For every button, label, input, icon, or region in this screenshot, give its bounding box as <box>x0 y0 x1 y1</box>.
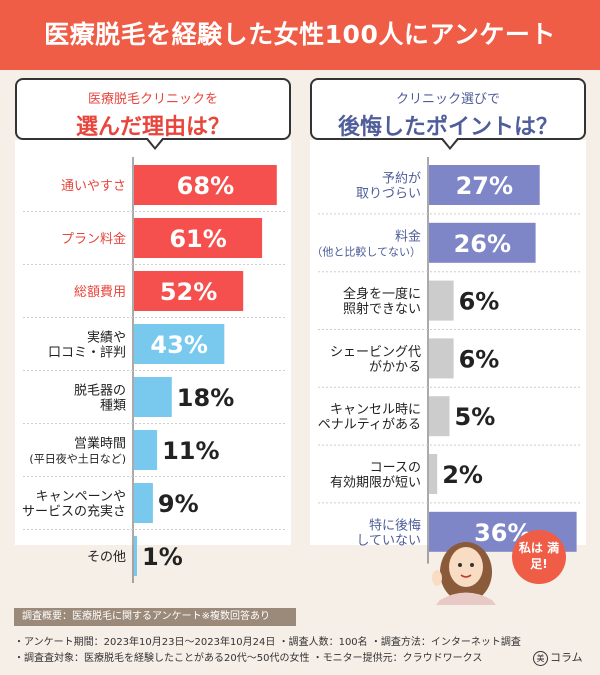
category-label: 通いやすさ <box>61 179 126 194</box>
eye-right <box>470 563 474 567</box>
category-label: 有効期限が短い <box>330 476 421 491</box>
data-label: 11% <box>162 437 219 465</box>
category-label: （他と比較してない） <box>311 244 421 258</box>
data-label: 2% <box>442 461 483 489</box>
category-label: シェービング代 <box>330 345 421 360</box>
page-title: 医療脱毛を経験した女性100人にアンケート <box>44 20 556 49</box>
category-label: 実績や <box>87 330 126 346</box>
left-heading-line2: 選んだ理由は？ <box>75 115 230 140</box>
left-heading-line1: 医療脱毛クリニックを <box>87 92 218 107</box>
survey-summary-box: 調査概要：医療脱毛に関するアンケート※複数回答あり <box>14 608 296 626</box>
bar <box>429 338 454 379</box>
category-label: がかかる <box>369 360 421 375</box>
bar <box>134 324 225 364</box>
category-label: (平日夜や土日など) <box>29 452 126 466</box>
header-banner: 医療脱毛を経験した女性100人にアンケート <box>0 0 600 70</box>
data-label: 26% <box>454 230 511 258</box>
data-label: 27% <box>456 172 513 200</box>
category-label: コースの <box>370 461 421 476</box>
speech-text: 私は 満足! <box>518 541 560 571</box>
category-label: 種類 <box>100 398 126 414</box>
bar <box>429 280 454 321</box>
category-label: 総額費用 <box>74 285 126 300</box>
category-label: その他 <box>87 550 126 565</box>
survey-period-note: ・アンケート期間：2023年10月23日〜2023年10月24日 ・調査人数：1… <box>14 637 521 648</box>
bar <box>429 454 438 494</box>
eye-left <box>458 563 462 567</box>
data-label: 5% <box>455 403 496 431</box>
category-label: 全身を一度に <box>343 286 421 302</box>
category-label: 照射できない <box>343 301 421 317</box>
category-label: 営業時間 <box>74 436 126 452</box>
bar <box>429 165 540 205</box>
data-label: 6% <box>459 345 500 373</box>
category-label: サービスの充実さ <box>22 504 126 520</box>
brand-logo: 美コラム <box>533 649 583 666</box>
category-label: 脱毛器の <box>74 384 126 399</box>
category-label: ペナルティがある <box>318 418 421 433</box>
data-label: 9% <box>158 490 199 518</box>
data-label: 61% <box>169 225 226 253</box>
face-shape <box>449 547 483 587</box>
category-label: していない <box>356 533 421 548</box>
survey-target-note: ・調査査対象：医療脱毛を経験したことがある20代〜50代の女性 ・モニター提供元… <box>14 653 483 664</box>
bar <box>134 430 158 470</box>
category-label: 口コミ・評判 <box>48 346 126 361</box>
bar <box>134 483 153 523</box>
category-label: 特に後悔 <box>369 518 421 533</box>
bar <box>134 536 137 576</box>
data-label: 68% <box>177 172 234 200</box>
bar <box>429 222 536 263</box>
bar <box>429 396 450 437</box>
bar <box>134 377 172 417</box>
category-label: プラン料金 <box>61 231 126 247</box>
hand-shape <box>432 570 442 586</box>
data-label: 1% <box>142 543 183 571</box>
mouth-shape <box>460 574 472 578</box>
category-label: 予約が <box>382 172 421 187</box>
bar <box>134 271 244 311</box>
data-label: 6% <box>459 288 500 316</box>
data-label: 18% <box>177 384 234 412</box>
right-heading-bubble: クリニック選びで 後悔したポイントは？ <box>310 78 586 150</box>
brand-icon: 美 <box>533 651 548 666</box>
category-label: キャンセル時に <box>330 403 421 418</box>
category-label: 料金 <box>395 228 421 244</box>
brand-name: コラム <box>550 651 583 664</box>
data-label: 52% <box>160 278 217 306</box>
data-label: 43% <box>150 331 207 359</box>
left-heading-bubble: 医療脱毛クリニックを 選んだ理由は？ <box>15 78 291 150</box>
shoulder-shape <box>436 592 496 605</box>
category-label: 取りづらい <box>356 187 421 202</box>
bar <box>134 218 263 258</box>
right-heading-line2: 後悔したポイントは？ <box>337 115 558 140</box>
category-label: キャンペーンや <box>36 490 126 505</box>
bar <box>134 165 277 205</box>
satisfied-speech-bubble: 私は 満足! <box>512 530 566 584</box>
right-heading-line1: クリニック選びで <box>395 92 500 107</box>
